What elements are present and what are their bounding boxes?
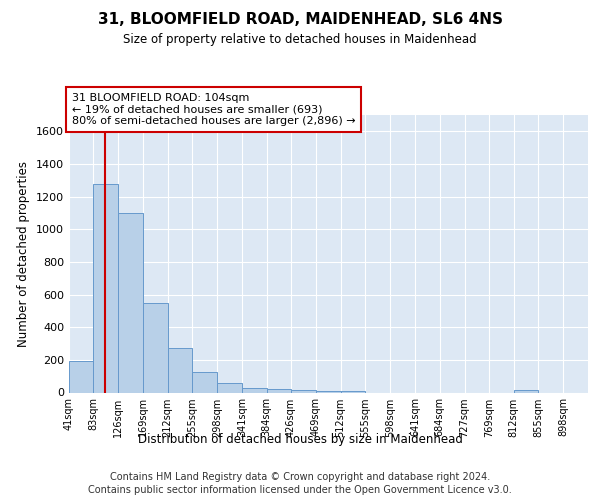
Bar <box>69 360 93 392</box>
Bar <box>341 391 365 392</box>
Y-axis label: Number of detached properties: Number of detached properties <box>17 161 31 347</box>
Bar <box>93 184 118 392</box>
Bar <box>267 389 291 392</box>
Bar <box>291 390 316 392</box>
Text: Contains HM Land Registry data © Crown copyright and database right 2024.: Contains HM Land Registry data © Crown c… <box>110 472 490 482</box>
Text: 31 BLOOMFIELD ROAD: 104sqm
← 19% of detached houses are smaller (693)
80% of sem: 31 BLOOMFIELD ROAD: 104sqm ← 19% of deta… <box>71 93 355 126</box>
Bar <box>118 213 143 392</box>
Text: Distribution of detached houses by size in Maidenhead: Distribution of detached houses by size … <box>137 432 463 446</box>
Bar <box>193 372 217 392</box>
Bar <box>242 388 267 392</box>
Text: Contains public sector information licensed under the Open Government Licence v3: Contains public sector information licen… <box>88 485 512 495</box>
Bar <box>143 302 167 392</box>
Bar <box>514 390 538 392</box>
Bar <box>316 391 341 392</box>
Bar <box>217 382 242 392</box>
Text: 31, BLOOMFIELD ROAD, MAIDENHEAD, SL6 4NS: 31, BLOOMFIELD ROAD, MAIDENHEAD, SL6 4NS <box>97 12 503 28</box>
Bar <box>167 348 193 393</box>
Text: Size of property relative to detached houses in Maidenhead: Size of property relative to detached ho… <box>123 32 477 46</box>
